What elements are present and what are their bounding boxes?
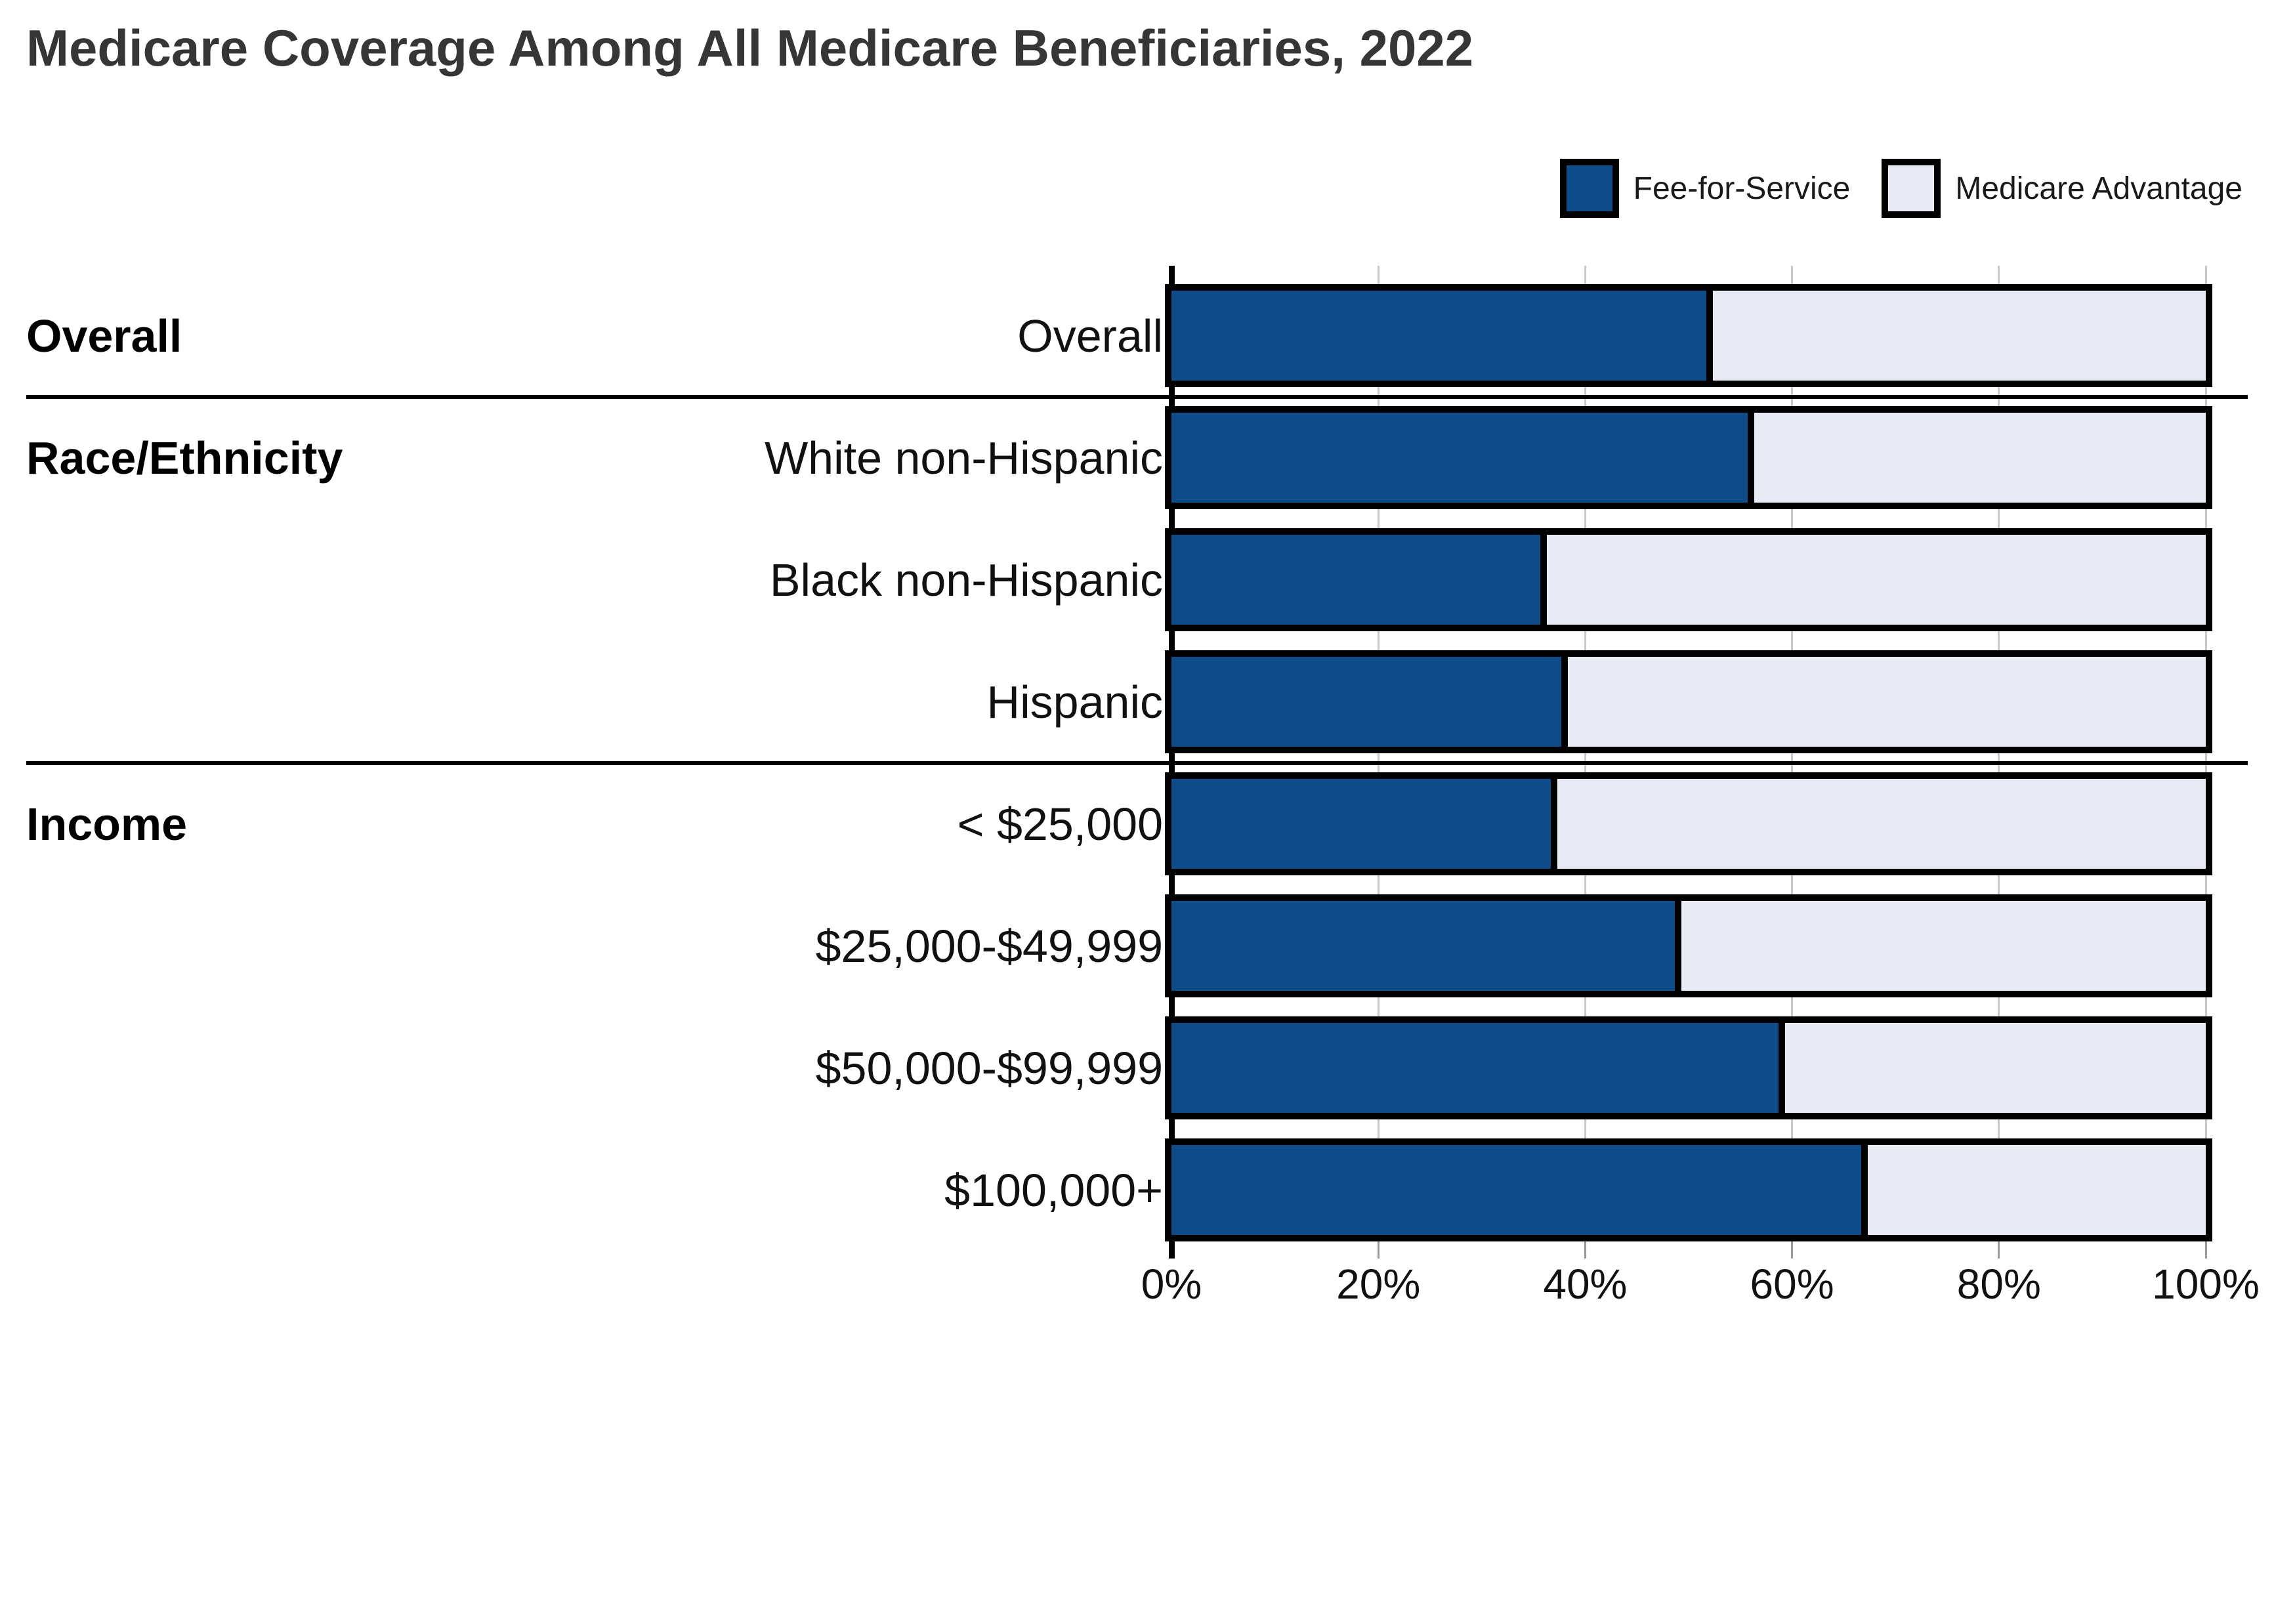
gridline-20-percent (1377, 266, 1379, 1241)
x-axis-tick-label: 20% (1336, 1260, 1421, 1308)
group-label-income: Income (26, 798, 188, 850)
x-axis-tick-label: 100% (2152, 1260, 2260, 1308)
row-label: Black non-Hispanic (769, 554, 1163, 606)
bar-black-non-hispanic (1165, 528, 2212, 631)
bar--25-000-49-999 (1165, 894, 2212, 997)
group-divider (26, 760, 2248, 765)
bar-overall (1165, 284, 2212, 387)
legend-item-fee-for-service: Fee-for-Service (1559, 159, 1851, 218)
bar-segment-medicare-advantage (1171, 901, 2206, 991)
bar-hispanic (1165, 650, 2212, 753)
bar-white-non-hispanic (1165, 406, 2212, 509)
medicare-advantage-swatch-icon (1882, 159, 1941, 218)
chart-title: Medicare Coverage Among All Medicare Ben… (26, 19, 1474, 77)
bar-segment-medicare-advantage (1171, 1145, 2206, 1235)
x-axis-tick-label: 40% (1543, 1260, 1628, 1308)
group-label-race-ethnicity: Race/Ethnicity (26, 432, 343, 484)
legend-label: Fee-for-Service (1633, 171, 1851, 206)
bar--50-000-99-999 (1165, 1016, 2212, 1119)
bar-segment-fee-for-service (1171, 1145, 1868, 1235)
bar-segment-medicare-advantage (1171, 535, 2206, 625)
bar-segment-fee-for-service (1171, 779, 1558, 869)
bar-segment-medicare-advantage (1171, 657, 2206, 747)
gridline-80-percent (1998, 266, 2000, 1241)
bar-segment-fee-for-service (1171, 1023, 1785, 1113)
x-axis-tick-20 (1377, 1241, 1379, 1259)
bar--25-000 (1165, 772, 2212, 875)
row-label: Hispanic (986, 676, 1163, 728)
x-axis-tick-100 (2204, 1241, 2207, 1259)
row-label: $25,000-$49,999 (815, 920, 1163, 972)
legend-item-medicare-advantage: Medicare Advantage (1882, 159, 2242, 218)
legend-label: Medicare Advantage (1955, 171, 2242, 206)
row-label: $100,000+ (944, 1164, 1163, 1216)
bar-segment-fee-for-service (1171, 413, 1754, 503)
gridline-40-percent (1584, 266, 1586, 1241)
bar-segment-fee-for-service (1171, 657, 1568, 747)
bar-segment-medicare-advantage (1171, 413, 2206, 503)
bar-segment-fee-for-service (1171, 291, 1713, 381)
row-label: White non-Hispanic (765, 432, 1163, 484)
x-axis-tick-40 (1584, 1241, 1586, 1259)
x-axis-tick-label: 60% (1750, 1260, 1834, 1308)
row-label: Overall (1017, 310, 1163, 362)
gridline-60-percent (1791, 266, 1794, 1241)
bar-segment-medicare-advantage (1171, 779, 2206, 869)
bar-segment-fee-for-service (1171, 901, 1682, 991)
x-axis-tick-80 (1998, 1241, 2000, 1259)
row-label: < $25,000 (957, 798, 1163, 850)
gridline-100-percent (2204, 266, 2207, 1241)
fee-for-service-swatch-icon (1559, 159, 1619, 218)
row-label: $50,000-$99,999 (815, 1042, 1163, 1094)
group-divider (26, 394, 2248, 399)
group-label-overall: Overall (26, 310, 182, 362)
x-axis-tick-60 (1791, 1241, 1794, 1259)
x-axis-tick-label: 80% (1956, 1260, 2041, 1308)
x-axis-tick-label: 0% (1141, 1260, 1202, 1308)
bar--100-000- (1165, 1138, 2212, 1241)
bar-segment-medicare-advantage (1171, 291, 2206, 381)
bar-segment-fee-for-service (1171, 535, 1548, 625)
bar-segment-medicare-advantage (1171, 1023, 2206, 1113)
legend: Fee-for-Service Medicare Advantage (1559, 159, 2242, 218)
